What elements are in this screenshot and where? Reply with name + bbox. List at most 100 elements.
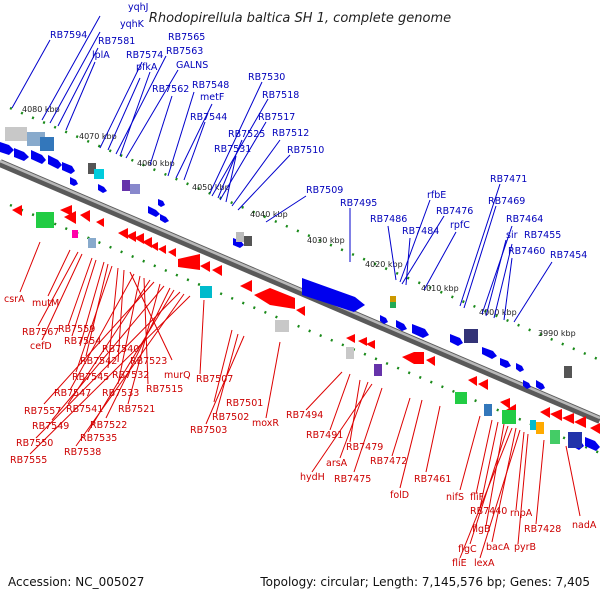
- gene-label: RB7507: [196, 374, 233, 385]
- gene-label: RB7460: [508, 246, 545, 257]
- gene-label: RB7428: [524, 524, 561, 535]
- gene-label: csrA: [4, 294, 25, 305]
- gene-label: lexA: [474, 558, 495, 569]
- gene-label: RB7541: [66, 404, 103, 415]
- gene-label: hydH: [300, 472, 325, 483]
- gene-label: RB7523: [130, 356, 167, 367]
- gene-label: RB7565: [168, 32, 205, 43]
- gene-label: murQ: [164, 370, 191, 381]
- gene-label: rpfC: [450, 220, 470, 231]
- gene-label: RB7550: [16, 438, 53, 449]
- gene-label: RB7559: [58, 324, 95, 335]
- kbp-label-4020: 4020 kbp: [365, 260, 403, 269]
- gene-label: RB7525: [228, 129, 265, 140]
- gene-label: nadA: [572, 520, 597, 531]
- gene-label: RB7581: [98, 36, 135, 47]
- gene-label: RB7533: [102, 388, 139, 399]
- kbp-label-4060: 4060 kbp: [137, 159, 175, 168]
- reverse-genes: [12, 205, 600, 434]
- topology-summary: Topology: circular; Length: 7,145,576 bp…: [259, 575, 590, 589]
- gene-label: rfbE: [427, 190, 446, 201]
- gene-label: pfkA: [136, 62, 158, 73]
- gene-label: RB7512: [272, 128, 309, 139]
- gene-label: fliF: [470, 492, 484, 503]
- kbp-label-4010: 4010 kbp: [421, 284, 459, 293]
- gene-label: RB7542: [80, 356, 117, 367]
- kbp-label-4070: 4070 kbp: [79, 132, 117, 141]
- gene-label: arsA: [326, 458, 348, 469]
- gene-label: flgC: [458, 544, 477, 555]
- gene-label: RB7535: [80, 433, 117, 444]
- gene-label: sir: [506, 230, 518, 241]
- gene-label: yqhK: [120, 19, 145, 30]
- gene-label: nifS: [446, 492, 464, 503]
- kbp-scale: 4080 kbp 4070 kbp 4060 kbp 4050 kbp 4040…: [22, 105, 576, 338]
- gene-label: fliE: [452, 558, 467, 569]
- gene-label: flgB: [472, 524, 491, 535]
- gene-label: RB7563: [166, 46, 203, 57]
- gene-label: RB7522: [90, 420, 127, 431]
- kbp-label-3990: 3990 kbp: [538, 329, 576, 338]
- gene-label: mutM: [32, 298, 59, 309]
- gene-label: RB7517: [258, 112, 295, 123]
- top-gene-labels: yqhJ yqhK RB7594 RB7581 lplA RB7565 RB75…: [50, 2, 587, 261]
- bottom-gene-labels: csrA mutM RB7567 cefD RB7559 RB7554 RB75…: [4, 294, 597, 569]
- genome-backbone: [0, 159, 600, 424]
- gene-label: RB7538: [64, 447, 101, 458]
- gene-label: RB7540: [102, 344, 139, 355]
- gene-label: RB7495: [340, 198, 377, 209]
- bottom-leader-lines: [19, 241, 581, 559]
- gene-label: GALNS: [176, 60, 208, 71]
- gene-label: RB7472: [370, 456, 407, 467]
- kbp-label-4040: 4040 kbp: [250, 210, 288, 219]
- gene-label: RB7454: [550, 250, 587, 261]
- kbp-label-4050: 4050 kbp: [192, 183, 230, 192]
- gene-label: yqhJ: [128, 2, 148, 13]
- gene-label: RB7455: [524, 230, 561, 241]
- gene-label: RB7501: [226, 398, 263, 409]
- gene-label: bacA: [486, 542, 510, 553]
- gene-label: RB7476: [436, 206, 473, 217]
- gene-label: cefD: [30, 341, 52, 352]
- gene-label: RB7545: [72, 372, 109, 383]
- top-leader-lines: [11, 15, 553, 323]
- gene-label: RB7469: [488, 196, 525, 207]
- accession-text: Accession: NC_005027: [8, 575, 144, 589]
- gene-label: RB7502: [212, 412, 249, 423]
- gene-label: folD: [390, 490, 409, 501]
- gene-label: RB7548: [192, 80, 229, 91]
- gene-label: RB7509: [306, 185, 343, 196]
- gene-label: RB7486: [370, 214, 407, 225]
- gene-label: RB7518: [262, 90, 299, 101]
- gene-label: RB7461: [414, 474, 451, 485]
- kbp-label-4080: 4080 kbp: [22, 105, 60, 114]
- gene-label: RB7475: [334, 474, 371, 485]
- gene-label: pyrB: [514, 542, 536, 553]
- gene-label: RB7484: [402, 226, 439, 237]
- gene-label: RB7544: [190, 112, 227, 123]
- gene-label: RB7549: [32, 421, 69, 432]
- gene-label: RB7531: [214, 144, 251, 155]
- gene-label: RB7557: [24, 406, 61, 417]
- gene-label: RB7530: [248, 72, 285, 83]
- gene-label: RB7471: [490, 174, 527, 185]
- gene-label: RB7440: [470, 506, 507, 517]
- gene-label: metF: [200, 92, 224, 103]
- gene-label: RB7574: [126, 50, 163, 61]
- gene-label: RB7555: [10, 455, 47, 466]
- gene-label: RB7594: [50, 30, 87, 41]
- gene-label: RB7494: [286, 410, 323, 421]
- genome-title: Rhodopirellula baltica SH 1, complete ge…: [149, 11, 451, 26]
- gene-label: RB7554: [64, 336, 101, 347]
- kbp-label-4030: 4030 kbp: [307, 236, 345, 245]
- gene-blocks: [5, 127, 582, 448]
- gene-label: RB7521: [118, 404, 155, 415]
- gene-label: RB7479: [346, 442, 383, 453]
- gene-label: RB7532: [112, 370, 149, 381]
- kbp-label-4000: 4000 kbp: [479, 308, 517, 317]
- gene-label: RB7567: [22, 327, 59, 338]
- gene-label: RB7503: [190, 425, 227, 436]
- gene-label: moxR: [252, 418, 279, 429]
- gene-label: RB7510: [287, 145, 324, 156]
